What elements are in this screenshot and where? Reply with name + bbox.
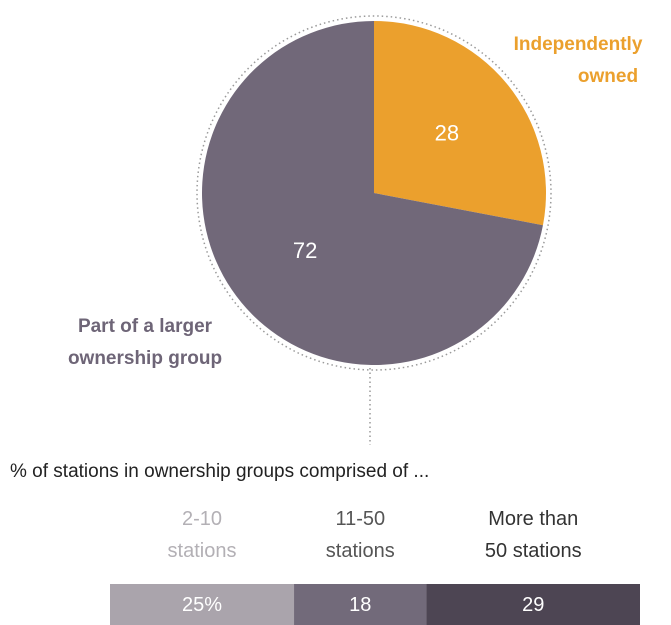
pie-category-label: Independently [514, 34, 643, 55]
bar-value-label: 25% [182, 594, 222, 616]
bar-category-label: 50 stations [485, 540, 582, 562]
bar-category-label: 2-10 [182, 508, 222, 530]
pie-slice-independently-owned [374, 21, 546, 226]
bar-value-label: 18 [349, 594, 371, 616]
pie-category-label: ownership group [68, 348, 222, 369]
pie-value-label: 72 [293, 238, 317, 263]
ownership-size-bar: 25% 2-10 stations 18 11-50 stations 29 More tha… [110, 508, 640, 625]
ownership-pie: 28 Independently owned 72 Part of a larger ow… [68, 15, 643, 371]
bar-segment [426, 584, 640, 625]
bar-segment [294, 584, 427, 625]
pie-category-label: Part of a larger [78, 316, 213, 337]
bar-category-label: stations [326, 540, 395, 562]
bar-subtitle: % of stations in ownership groups compri… [10, 461, 429, 482]
bar-value-label: 29 [522, 594, 544, 616]
bar-category-label: 11-50 [335, 508, 385, 530]
bar-category-label: stations [168, 540, 237, 562]
pie-category-label: owned [578, 66, 638, 87]
bar-category-label: More than [488, 508, 578, 530]
pie-outline [196, 15, 552, 371]
bar-segment [110, 584, 295, 625]
pie-slice-part-of-a-larger-ownership-group [202, 21, 543, 365]
pie-value-label: 28 [435, 121, 459, 146]
